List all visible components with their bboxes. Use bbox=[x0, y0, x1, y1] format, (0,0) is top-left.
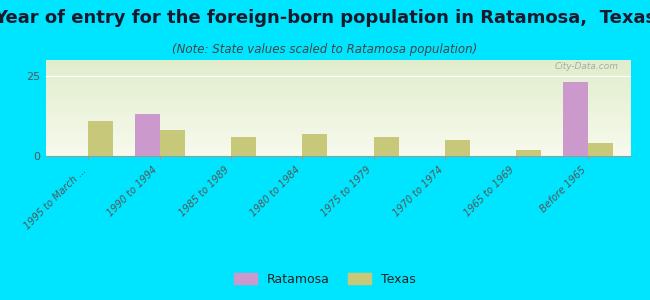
Text: Year of entry for the foreign-born population in Ratamosa,  Texas: Year of entry for the foreign-born popul… bbox=[0, 9, 650, 27]
Bar bbox=[374, 137, 398, 156]
Text: City-Data.com: City-Data.com bbox=[555, 62, 619, 71]
Bar bbox=[160, 130, 185, 156]
Bar bbox=[231, 137, 256, 156]
Bar bbox=[516, 150, 541, 156]
Bar bbox=[88, 121, 113, 156]
Bar bbox=[445, 140, 470, 156]
Bar bbox=[563, 82, 588, 156]
Bar bbox=[302, 134, 328, 156]
Bar bbox=[588, 143, 613, 156]
Legend: Ratamosa, Texas: Ratamosa, Texas bbox=[229, 268, 421, 291]
Text: (Note: State values scaled to Ratamosa population): (Note: State values scaled to Ratamosa p… bbox=[172, 44, 478, 56]
Bar bbox=[135, 114, 160, 156]
